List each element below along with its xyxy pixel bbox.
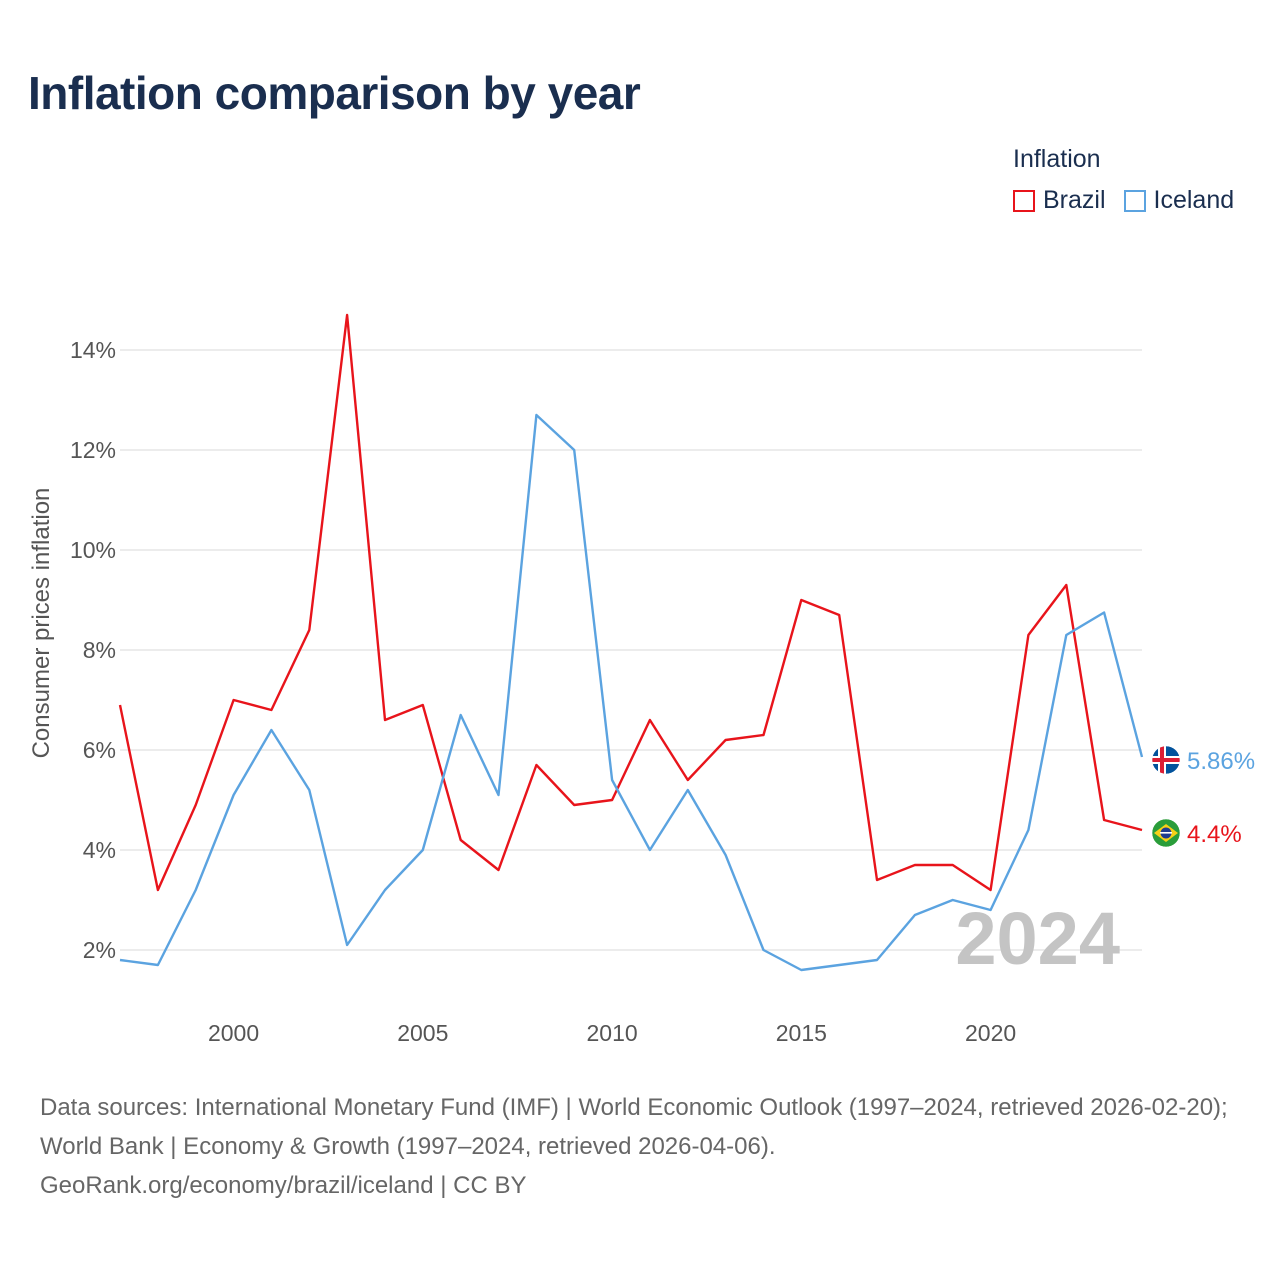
y-tick-label: 2%: [83, 937, 116, 963]
legend: Brazil Iceland: [1013, 186, 1252, 215]
footer: Data sources: International Monetary Fun…: [40, 1088, 1250, 1205]
x-axis-ticks: 2000 2005 2010 2015 2020: [208, 1020, 1016, 1046]
legend-swatch-brazil: [1013, 189, 1035, 212]
brazil-flag-icon: [1151, 818, 1181, 848]
y-tick-label: 6%: [83, 737, 116, 763]
x-tick-label: 2020: [965, 1020, 1016, 1046]
y-tick-label: 8%: [83, 637, 116, 663]
legend-title: Inflation: [1013, 145, 1101, 173]
y-tick-label: 14%: [70, 337, 116, 363]
series-end-markers: 4.4% 5.86%: [1151, 745, 1255, 848]
y-axis-ticks: 2% 4% 6% 8% 10% 12% 14%: [70, 337, 116, 963]
credit-line[interactable]: GeoRank.org/economy/brazil/iceland | CC …: [40, 1172, 527, 1199]
legend-label-brazil: Brazil: [1043, 186, 1106, 214]
legend-swatch-iceland: [1123, 189, 1146, 212]
year-watermark: 2024: [955, 897, 1120, 980]
end-label-iceland: 5.86%: [1187, 748, 1255, 775]
series-line-brazil[interactable]: [118, 313, 1143, 892]
y-tick-label: 10%: [70, 537, 116, 563]
legend-item-brazil[interactable]: Brazil: [1013, 186, 1106, 215]
iceland-flag-icon: [1151, 745, 1181, 775]
x-tick-label: 2005: [397, 1020, 448, 1046]
x-tick-label: 2000: [208, 1020, 259, 1046]
series-line-iceland[interactable]: [119, 413, 1144, 972]
end-label-brazil: 4.4%: [1187, 821, 1242, 848]
legend-item-iceland[interactable]: Iceland: [1123, 186, 1235, 215]
data-sources: Data sources: International Monetary Fun…: [40, 1094, 1228, 1160]
y-tick-label: 12%: [70, 437, 116, 463]
chart-title: Inflation comparison by year: [28, 67, 641, 119]
legend-label-iceland: Iceland: [1153, 186, 1235, 214]
gridlines: [120, 349, 1142, 951]
series-lines: [118, 313, 1144, 972]
x-tick-label: 2015: [776, 1020, 827, 1046]
x-tick-label: 2010: [586, 1020, 637, 1046]
y-tick-label: 4%: [83, 837, 116, 863]
